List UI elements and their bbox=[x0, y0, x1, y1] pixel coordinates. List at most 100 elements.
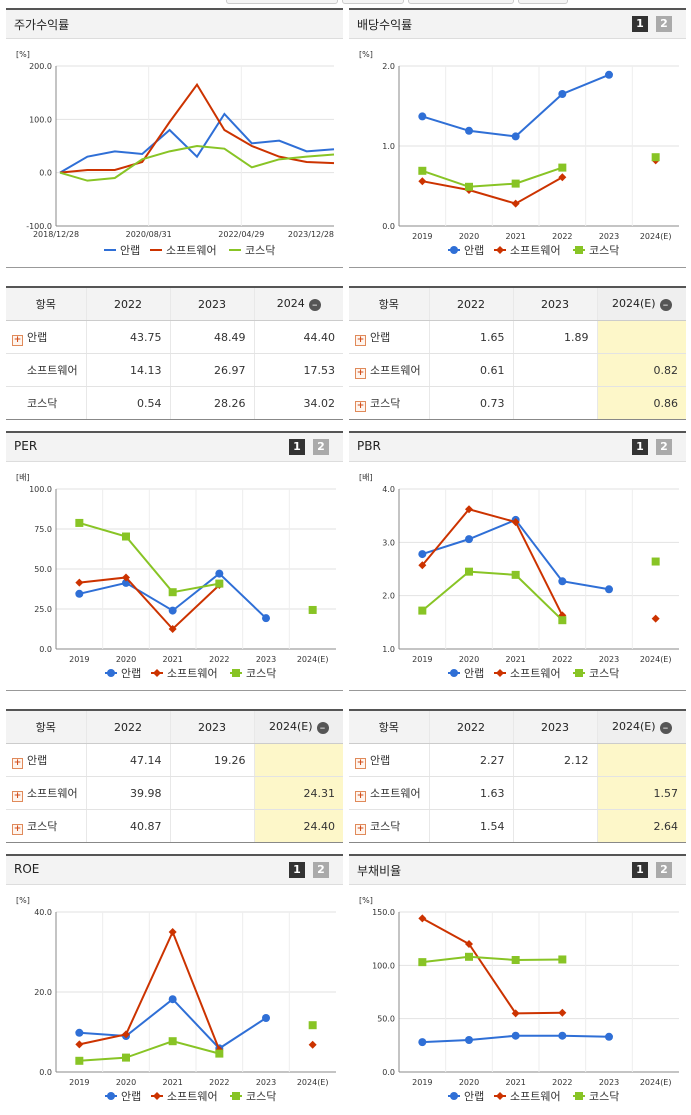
collapse-icon[interactable]: – bbox=[308, 299, 321, 311]
expand-plus-icon[interactable]: + bbox=[355, 367, 366, 379]
toggle-2-button[interactable]: 2 bbox=[313, 862, 329, 878]
collapse-icon[interactable]: – bbox=[659, 299, 672, 311]
row-name[interactable]: +코스닥 bbox=[6, 809, 87, 843]
toggle-1-button[interactable]: 1 bbox=[632, 16, 648, 32]
toggle-1-button[interactable]: 1 bbox=[632, 862, 648, 878]
legend-label: 소프트웨어 bbox=[510, 244, 561, 257]
row-name[interactable]: + 안랩 bbox=[6, 320, 87, 354]
y-tick-label: 100.0 bbox=[29, 115, 52, 124]
top-toolbar-remnant bbox=[0, 0, 691, 6]
table-cell: 14.13 bbox=[86, 353, 171, 387]
data-point bbox=[511, 132, 520, 141]
x-tick-label: 2022/04/29 bbox=[218, 230, 264, 239]
expand-plus-icon[interactable]: + bbox=[12, 334, 23, 346]
x-tick-label: 2021 bbox=[505, 1078, 525, 1087]
table-row: + 소프트웨어 0.61 0.82 bbox=[349, 353, 686, 387]
table-row: + 코스닥 1.54 2.64 bbox=[349, 809, 686, 843]
y-tick-label: 0.0 bbox=[382, 222, 395, 231]
x-tick-label: 2021 bbox=[505, 232, 525, 241]
dividend-yield-panel: 배당수익률 1 2 [%] 0.0 1.0 2.0 2019 2020 2021 2022 20… bbox=[349, 8, 686, 268]
data-point bbox=[465, 952, 473, 961]
row-name[interactable]: + 안랩 bbox=[349, 320, 430, 354]
top-button[interactable] bbox=[342, 0, 404, 4]
row-name[interactable]: +소프트웨어 bbox=[6, 353, 87, 387]
toggle-2-button[interactable]: 2 bbox=[656, 439, 672, 455]
expand-plus-icon[interactable]: + bbox=[12, 757, 23, 769]
x-tick-label: 2020 bbox=[459, 655, 479, 664]
table-cell: 0.86 bbox=[597, 386, 686, 420]
data-point bbox=[511, 199, 520, 208]
row-name[interactable]: +소프트웨어 bbox=[349, 353, 430, 387]
data-point bbox=[122, 573, 130, 582]
expand-plus-icon[interactable]: + bbox=[355, 334, 366, 346]
table-cell bbox=[597, 743, 686, 777]
expand-plus-icon[interactable]: + bbox=[12, 823, 23, 835]
x-tick-label: 2019 bbox=[412, 655, 432, 664]
toggle-1-button[interactable]: 1 bbox=[632, 439, 648, 455]
panel-title: 주가수익률 bbox=[14, 18, 70, 32]
table-cell: 1.54 bbox=[429, 809, 514, 843]
series-line bbox=[59, 144, 335, 182]
row-name[interactable]: + 안랩 bbox=[6, 743, 87, 777]
header-year: 2022 bbox=[86, 709, 171, 744]
row-name[interactable]: +코스닥 bbox=[6, 386, 87, 420]
table-cell: 24.40 bbox=[254, 809, 343, 843]
top-button[interactable] bbox=[408, 0, 514, 4]
y-tick-label: 200.0 bbox=[29, 62, 52, 71]
header-item: 항목 bbox=[349, 709, 430, 744]
data-point bbox=[511, 956, 520, 964]
data-point bbox=[651, 557, 660, 566]
expand-plus-icon[interactable]: + bbox=[355, 823, 366, 835]
table-row: + 코스닥 40.87 24.40 bbox=[6, 809, 343, 843]
top-button[interactable] bbox=[226, 0, 338, 4]
table-cell bbox=[513, 809, 598, 843]
legend-label: 코스닥 bbox=[589, 667, 619, 680]
row-name[interactable]: +소프트웨어 bbox=[6, 776, 87, 810]
legend-marker bbox=[496, 669, 504, 677]
row-name[interactable]: +코스닥 bbox=[349, 386, 430, 420]
y-tick-label: 3.0 bbox=[382, 538, 395, 547]
expand-plus-icon[interactable]: + bbox=[355, 400, 366, 412]
x-tick-label: 2023 bbox=[599, 232, 619, 241]
data-point bbox=[605, 1032, 613, 1041]
expand-plus-icon[interactable]: + bbox=[12, 790, 23, 802]
table-cell: 1.63 bbox=[429, 776, 514, 810]
table-cell: 40.87 bbox=[86, 809, 171, 843]
x-tick-label: 2023 bbox=[599, 1078, 619, 1087]
row-name[interactable]: +소프트웨어 bbox=[349, 776, 430, 810]
data-point bbox=[215, 569, 224, 578]
collapse-icon[interactable]: – bbox=[659, 722, 672, 734]
collapse-icon[interactable]: – bbox=[316, 722, 329, 734]
pbr-table: 항목 2022 2023 2024(E) – + 안랩 2.27 2.12 + 소프트웨어 1.63 1… bbox=[349, 709, 686, 843]
pbr-panel: PBR 1 2 [배] 1.0 2.0 3.0 4.0 2019 2020 2021 2022 2… bbox=[349, 431, 686, 691]
toggle-2-button[interactable]: 2 bbox=[656, 862, 672, 878]
row-name[interactable]: + 안랩 bbox=[349, 743, 430, 777]
x-tick-label: 2022 bbox=[552, 1078, 572, 1087]
y-tick-label: 1.0 bbox=[382, 645, 395, 654]
top-button[interactable] bbox=[518, 0, 568, 4]
data-point bbox=[418, 914, 427, 923]
header-item: 항목 bbox=[6, 709, 87, 744]
expand-plus-icon[interactable]: + bbox=[355, 757, 366, 769]
table-cell: 2.27 bbox=[429, 743, 514, 777]
toggle-1-button[interactable]: 1 bbox=[289, 439, 305, 455]
y-tick-label: 2.0 bbox=[382, 592, 395, 601]
roe-chart: [%] 0.0 20.0 40.0 2019 2020 2021 2022 2023 2024(E… bbox=[16, 896, 336, 1103]
expand-plus-icon[interactable]: + bbox=[355, 790, 366, 802]
series-line bbox=[422, 955, 563, 964]
y-tick-label: 0.0 bbox=[39, 169, 52, 178]
toggle-1-button[interactable]: 1 bbox=[289, 862, 305, 878]
y-tick-label: 25.0 bbox=[34, 605, 52, 614]
data-point bbox=[75, 518, 84, 527]
toggle-2-button[interactable]: 2 bbox=[313, 439, 329, 455]
y-unit-label: [%] bbox=[359, 896, 373, 905]
table-cell: 2.12 bbox=[513, 743, 598, 777]
data-point bbox=[465, 126, 473, 135]
toggle-2-button[interactable]: 2 bbox=[656, 16, 672, 32]
y-tick-label: 0.0 bbox=[39, 1068, 52, 1077]
x-tick-label: 2024(E) bbox=[297, 655, 329, 664]
panel-title: 배당수익률 bbox=[357, 18, 413, 32]
row-name[interactable]: +코스닥 bbox=[349, 809, 430, 843]
table-cell: 1.89 bbox=[513, 320, 598, 354]
